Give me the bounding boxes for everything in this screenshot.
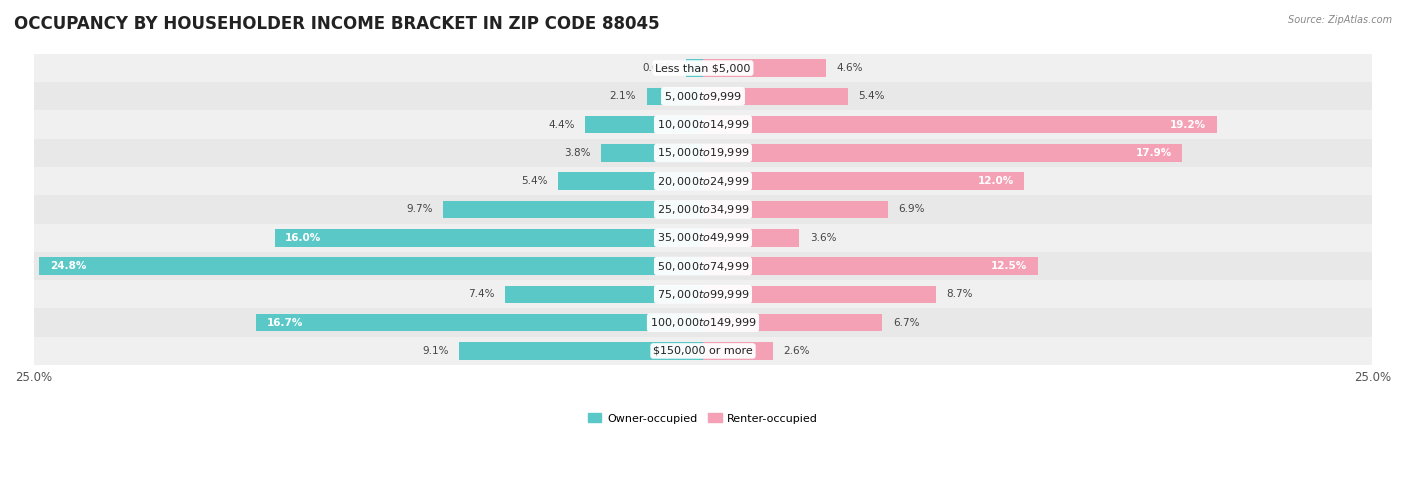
Text: 4.4%: 4.4% [548,120,575,130]
Bar [34,82,1372,110]
Text: 4.6%: 4.6% [837,63,863,73]
Bar [647,87,703,105]
Text: $10,000 to $14,999: $10,000 to $14,999 [657,118,749,131]
Text: 6.7%: 6.7% [893,318,920,328]
Bar [602,144,703,162]
Text: 7.4%: 7.4% [468,289,494,299]
Bar [34,280,1372,309]
Text: $35,000 to $49,999: $35,000 to $49,999 [657,231,749,244]
Text: 5.4%: 5.4% [858,91,884,101]
Bar [703,173,1025,190]
Bar [686,59,703,77]
Text: 12.0%: 12.0% [977,176,1014,186]
Bar [274,229,703,246]
Bar [39,257,703,275]
Text: $75,000 to $99,999: $75,000 to $99,999 [657,288,749,301]
Text: $15,000 to $19,999: $15,000 to $19,999 [657,146,749,159]
Bar [34,167,1372,195]
Text: $20,000 to $24,999: $20,000 to $24,999 [657,174,749,188]
Bar [34,54,1372,82]
Text: 19.2%: 19.2% [1170,120,1206,130]
Text: 24.8%: 24.8% [49,261,86,271]
Bar [505,286,703,303]
Bar [34,224,1372,252]
Bar [34,309,1372,337]
Bar [703,87,848,105]
Bar [34,195,1372,224]
Text: 12.5%: 12.5% [991,261,1026,271]
Bar [703,201,887,218]
Text: 16.7%: 16.7% [267,318,302,328]
Text: 5.4%: 5.4% [522,176,548,186]
Bar [585,116,703,133]
Text: 6.9%: 6.9% [898,205,925,214]
Bar [703,229,800,246]
Bar [703,257,1038,275]
Text: 17.9%: 17.9% [1136,148,1171,158]
Text: 16.0%: 16.0% [285,233,322,243]
Text: $100,000 to $149,999: $100,000 to $149,999 [650,316,756,329]
Bar [703,59,827,77]
Text: 8.7%: 8.7% [946,289,973,299]
Bar [34,110,1372,139]
Bar [34,139,1372,167]
Bar [256,314,703,331]
Text: OCCUPANCY BY HOUSEHOLDER INCOME BRACKET IN ZIP CODE 88045: OCCUPANCY BY HOUSEHOLDER INCOME BRACKET … [14,15,659,33]
Bar [34,337,1372,365]
Legend: Owner-occupied, Renter-occupied: Owner-occupied, Renter-occupied [583,409,823,428]
Bar [460,342,703,360]
Text: 3.8%: 3.8% [564,148,591,158]
Text: $5,000 to $9,999: $5,000 to $9,999 [664,90,742,103]
Text: 9.1%: 9.1% [422,346,449,356]
Bar [703,116,1218,133]
Bar [703,144,1182,162]
Bar [558,173,703,190]
Text: 9.7%: 9.7% [406,205,433,214]
Bar [703,314,883,331]
Text: Source: ZipAtlas.com: Source: ZipAtlas.com [1288,15,1392,25]
Bar [703,286,936,303]
Bar [34,252,1372,280]
Text: 2.6%: 2.6% [783,346,810,356]
Text: Less than $5,000: Less than $5,000 [655,63,751,73]
Bar [703,342,773,360]
Text: 2.1%: 2.1% [610,91,636,101]
Text: $150,000 or more: $150,000 or more [654,346,752,356]
Text: 3.6%: 3.6% [810,233,837,243]
Text: 0.65%: 0.65% [643,63,675,73]
Text: $50,000 to $74,999: $50,000 to $74,999 [657,260,749,273]
Text: $25,000 to $34,999: $25,000 to $34,999 [657,203,749,216]
Bar [443,201,703,218]
